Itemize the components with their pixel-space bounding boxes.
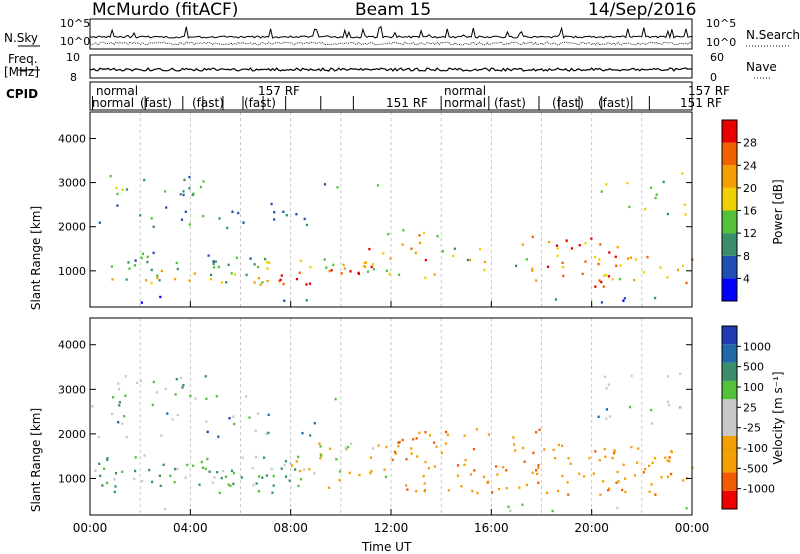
x-tick-label: 04:00 bbox=[173, 521, 208, 535]
y-tick-label: 3000 bbox=[58, 383, 86, 396]
freq-tick-8: 8 bbox=[70, 71, 77, 84]
x-axis-label: Time UT bbox=[362, 540, 412, 554]
freq-label: Freq. bbox=[8, 52, 38, 66]
colorbar-cell bbox=[722, 472, 737, 491]
cpid-panel-frame bbox=[89, 81, 693, 111]
colorbar-tick-label: 8 bbox=[743, 250, 750, 263]
noise-tick-right-bottom: 10^0 bbox=[706, 36, 737, 49]
colorbar-cell bbox=[722, 490, 737, 509]
velocity-colorbar bbox=[721, 325, 741, 510]
nsearch-trace bbox=[89, 41, 693, 46]
x-tick-label: 08:00 bbox=[273, 521, 308, 535]
x-tick-label: 12:00 bbox=[374, 521, 409, 535]
colorbar-tick-label: -25 bbox=[743, 422, 761, 435]
cpid-row2-label: normal bbox=[92, 96, 135, 110]
colorbar-tick-label: -500 bbox=[743, 462, 768, 475]
station-title: McMurdo (fitACF) bbox=[92, 0, 239, 20]
colorbar-cell bbox=[722, 210, 737, 234]
colorbar-cell bbox=[722, 120, 737, 143]
colorbar-cell bbox=[722, 255, 737, 279]
colorbar-cell bbox=[722, 142, 737, 166]
nsky-label: N.Sky bbox=[4, 31, 39, 45]
cpid-row1-label: normal bbox=[96, 84, 139, 98]
power-colorbar bbox=[721, 119, 741, 302]
cpid-row2-label: (fast) bbox=[552, 96, 584, 110]
colorbar-cell bbox=[722, 233, 737, 256]
y-axis-label-velocity: Slant Range [km] bbox=[29, 407, 43, 513]
colorbar-tick-label: 500 bbox=[743, 361, 764, 374]
colorbar-tick-label: 24 bbox=[743, 159, 757, 172]
colorbar-cell bbox=[722, 435, 737, 455]
x-tick-label: 20:00 bbox=[574, 521, 609, 535]
colorbar-tick-label: 1000 bbox=[743, 340, 771, 353]
y-tick-label: 4000 bbox=[58, 132, 86, 145]
colorbar-cell bbox=[722, 326, 737, 345]
cpid-label: CPID bbox=[6, 87, 39, 101]
colorbar-tick-label: -100 bbox=[743, 442, 768, 455]
x-tick-label: 00:00 bbox=[675, 521, 710, 535]
date-title: 14/Sep/2016 bbox=[588, 0, 697, 20]
colorbar-cell bbox=[722, 278, 737, 301]
colorbar-label-power: Power [dB] bbox=[771, 179, 785, 245]
colorbar-frame bbox=[721, 325, 738, 510]
colorbar-cell bbox=[722, 399, 737, 418]
y-tick-label: 4000 bbox=[58, 339, 86, 352]
colorbar-cell bbox=[722, 344, 737, 363]
beam-title: Beam 15 bbox=[355, 0, 432, 20]
nave-label: Nave bbox=[746, 60, 777, 74]
cpid-row2-label: normal bbox=[444, 96, 487, 110]
colorbar-tick-label: 16 bbox=[743, 205, 757, 218]
colorbar-label-velocity: Velocity [m s⁻¹] bbox=[771, 371, 785, 465]
colorbar-tick-label: 100 bbox=[743, 381, 764, 394]
colorbar-tick-label: -1000 bbox=[743, 483, 775, 496]
colorbar-cell bbox=[722, 187, 737, 211]
y-tick-label: 1000 bbox=[58, 265, 86, 278]
cpid-row2-label: (fast) bbox=[192, 96, 224, 110]
x-tick-label: 16:00 bbox=[474, 521, 509, 535]
nave-tick-60: 60 bbox=[710, 51, 724, 64]
noise-tick-left-top: 10^5 bbox=[60, 17, 91, 30]
cpid-row1-label: 157 RF bbox=[258, 84, 300, 98]
colorbar-cell bbox=[722, 380, 737, 400]
freq-trace bbox=[89, 67, 693, 72]
colorbar-tick-label: 4 bbox=[743, 272, 750, 285]
colorbar-cell bbox=[722, 165, 737, 188]
freq-panel-frame bbox=[89, 54, 693, 79]
cpid-row2-label: (fast) bbox=[140, 96, 172, 110]
nsky-trace bbox=[89, 25, 693, 40]
cpid-row2-label: 151 RF bbox=[386, 96, 428, 110]
noise-tick-right-top: 10^5 bbox=[706, 17, 737, 30]
colorbar-tick-label: 20 bbox=[743, 182, 757, 195]
colorbar-tick-label: 28 bbox=[743, 137, 757, 150]
cpid-row2-label: (fast) bbox=[494, 96, 526, 110]
power-heatmap bbox=[89, 111, 694, 308]
noise-tick-left-bottom: 10^0 bbox=[60, 35, 91, 48]
cpid-row2-label: 151 RF bbox=[680, 96, 722, 110]
nave-tick-0: 0 bbox=[710, 71, 717, 84]
colorbar-cell bbox=[722, 417, 737, 436]
colorbar-cell bbox=[722, 362, 737, 381]
y-tick-label: 2000 bbox=[58, 221, 86, 234]
freq-unit-label: [MHz] bbox=[4, 65, 40, 79]
cpid-row1-label: normal bbox=[444, 84, 487, 98]
nsearch-label: N.Search bbox=[746, 28, 800, 42]
x-tick-label: 00:00 bbox=[73, 521, 108, 535]
colorbar-tick-label: 12 bbox=[743, 227, 757, 240]
y-tick-label: 3000 bbox=[58, 177, 86, 190]
cpid-row2-label: (fast) bbox=[598, 96, 630, 110]
cpid-row1-label: 157 RF bbox=[688, 84, 730, 98]
velocity-heatmap bbox=[89, 317, 694, 516]
noise-panel-frame bbox=[89, 18, 693, 50]
freq-tick-10: 10 bbox=[66, 51, 80, 64]
colorbar-cell bbox=[722, 454, 737, 473]
y-axis-label-power: Slant Range [km] bbox=[29, 205, 43, 311]
y-tick-label: 2000 bbox=[58, 428, 86, 441]
colorbar-tick-label: 25 bbox=[743, 401, 757, 414]
y-tick-label: 1000 bbox=[58, 472, 86, 485]
cpid-row2-label: (fast) bbox=[244, 96, 276, 110]
